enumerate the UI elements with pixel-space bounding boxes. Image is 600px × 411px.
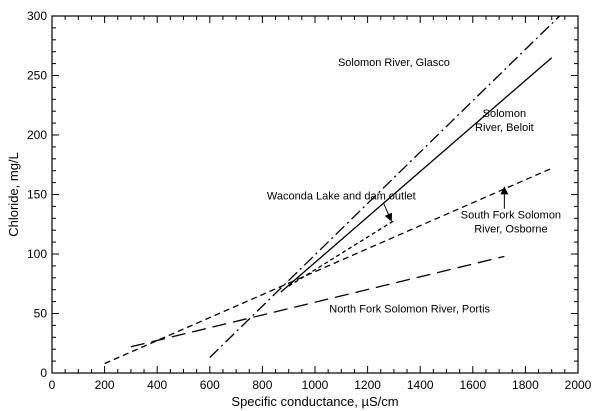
series-line-solomon-river-glasco — [209, 15, 561, 358]
y-tick-label: 250 — [27, 69, 47, 83]
x-axis-title: Specific conductance, µS/cm — [231, 394, 398, 409]
series-label-line: River, Beloit — [475, 122, 534, 134]
y-tick-labels: 0 50 100 150 200 250 300 — [27, 9, 47, 380]
series-label-line: Waconda Lake and dam outlet — [267, 190, 416, 202]
x-tick-label: 1600 — [459, 378, 486, 392]
series-label-arrow-waconda-lake-and-dam-outlet — [382, 202, 393, 222]
series-line-solomon-river-beloit — [280, 57, 553, 293]
series-line-waconda-lake-and-dam-outlet — [288, 220, 395, 287]
series-label-south-fork-solomon-river-osborne: South Fork Solomon River, Osborne — [461, 209, 561, 235]
series-lines — [104, 15, 561, 365]
y-tick-label: 300 — [27, 9, 47, 23]
series-label-line: Solomon River, Glasco — [338, 57, 450, 69]
series-label-line: River, Osborne — [474, 223, 547, 235]
y-axis-title: Chloride, mg/L — [6, 152, 21, 237]
x-tick-label: 0 — [49, 378, 56, 392]
series-label-north-fork-solomon-river-portis: North Fork Solomon River, Portis — [329, 303, 490, 315]
series-labels: Solomon River, Glasco Solomon River, Beloi… — [267, 57, 561, 315]
y-tick-label: 0 — [40, 366, 47, 380]
x-tick-label: 1800 — [512, 378, 539, 392]
series-label-solomon-river-beloit: Solomon River, Beloit — [475, 108, 534, 134]
x-tick-label: 1200 — [354, 378, 381, 392]
series-label-line: North Fork Solomon River, Portis — [329, 303, 490, 315]
x-tick-labels: 0 200 400 600 800 1000 1200 1400 1600 1800 2000 — [49, 378, 592, 392]
x-tick-label: 200 — [95, 378, 115, 392]
series-line-south-fork-solomon-river-osborne — [104, 167, 552, 365]
x-tick-label: 800 — [252, 378, 272, 392]
y-tick-label: 150 — [27, 188, 47, 202]
series-line-north-fork-solomon-river-portis — [130, 255, 505, 348]
x-tick-label: 1000 — [302, 378, 329, 392]
y-tick-label: 200 — [27, 128, 47, 142]
x-tick-label: 400 — [147, 378, 167, 392]
x-tick-label: 600 — [200, 378, 220, 392]
y-tick-label: 100 — [27, 247, 47, 261]
tick-marks — [51, 15, 579, 374]
x-tick-label: 1400 — [407, 378, 434, 392]
series-label-line: South Fork Solomon — [461, 209, 561, 221]
series-label-solomon-river-glasco: Solomon River, Glasco — [338, 57, 450, 69]
series-label-waconda-lake-and-dam-outlet: Waconda Lake and dam outlet — [267, 190, 416, 202]
series-label-line: Solomon — [483, 108, 526, 120]
x-tick-label: 2000 — [565, 378, 592, 392]
y-tick-label: 50 — [34, 307, 48, 321]
